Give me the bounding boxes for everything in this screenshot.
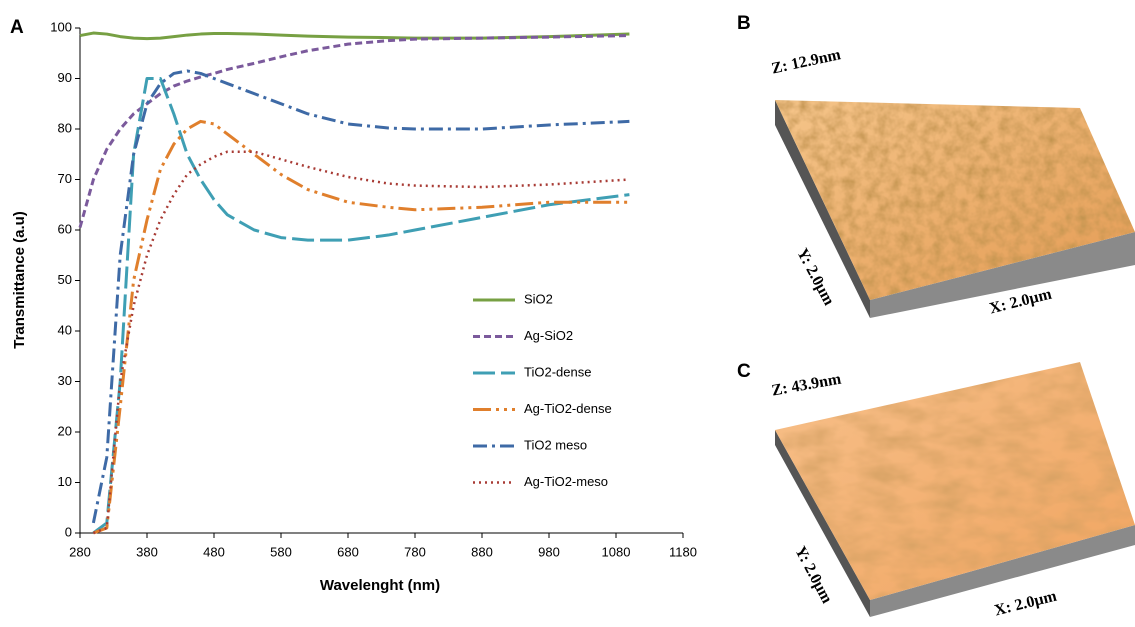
afm-surface [775, 362, 1135, 600]
y-size: Y: 2.0µm [793, 246, 837, 309]
x-tick-label: 380 [136, 544, 158, 559]
x-tick-label: 780 [404, 544, 426, 559]
x-size: X: 2.0µm [993, 587, 1059, 619]
y-axis-title: Transmittance (a.u) [11, 211, 28, 349]
legend-label: Ag-TiO2-meso [524, 474, 608, 489]
y-tick-label: 40 [58, 322, 72, 337]
y-tick-label: 50 [58, 272, 72, 287]
z-range: Z: 43.9nm [770, 371, 843, 400]
y-tick-label: 10 [58, 474, 72, 489]
y-tick-label: 60 [58, 221, 72, 236]
legend-label: Ag-SiO2 [524, 328, 573, 343]
y-tick-label: 0 [65, 524, 72, 539]
x-tick-label: 1180 [669, 544, 697, 559]
legend-label: TiO2-dense [524, 364, 591, 379]
z-range: Z: 12.9nm [770, 46, 843, 77]
legend-label: SiO2 [524, 291, 553, 306]
y-tick-label: 20 [58, 423, 72, 438]
y-tick-label: 100 [50, 19, 72, 34]
afm-surface [775, 100, 1135, 300]
x-tick-label: 580 [270, 544, 292, 559]
series-line [79, 31, 630, 41]
series-line [78, 34, 630, 228]
legend-label: Ag-TiO2-dense [524, 401, 612, 416]
series-line [92, 119, 630, 535]
series-line [91, 69, 630, 524]
x-tick-label: 980 [538, 544, 560, 559]
series-line [92, 150, 630, 535]
panel-label: B [737, 13, 751, 34]
surface-side [775, 430, 870, 617]
x-tick-label: 280 [69, 544, 91, 559]
panel-label: C [737, 361, 751, 382]
surface-side [870, 232, 1135, 318]
surface-side [775, 100, 870, 318]
x-tick-label: 880 [471, 544, 493, 559]
y-tick-label: 70 [58, 171, 72, 186]
y-tick-label: 90 [58, 70, 72, 85]
x-tick-label: 680 [337, 544, 359, 559]
x-tick-label: 480 [203, 544, 225, 559]
panel-label: A [10, 17, 24, 38]
y-size: Y: 2.0µm [791, 544, 835, 607]
y-tick-label: 80 [58, 120, 72, 135]
surface-side [870, 525, 1135, 617]
y-tick-label: 30 [58, 373, 72, 388]
x-tick-label: 1080 [602, 544, 631, 559]
x-axis-title: Wavelenght (nm) [320, 577, 440, 594]
legend-label: TiO2 meso [524, 437, 587, 452]
